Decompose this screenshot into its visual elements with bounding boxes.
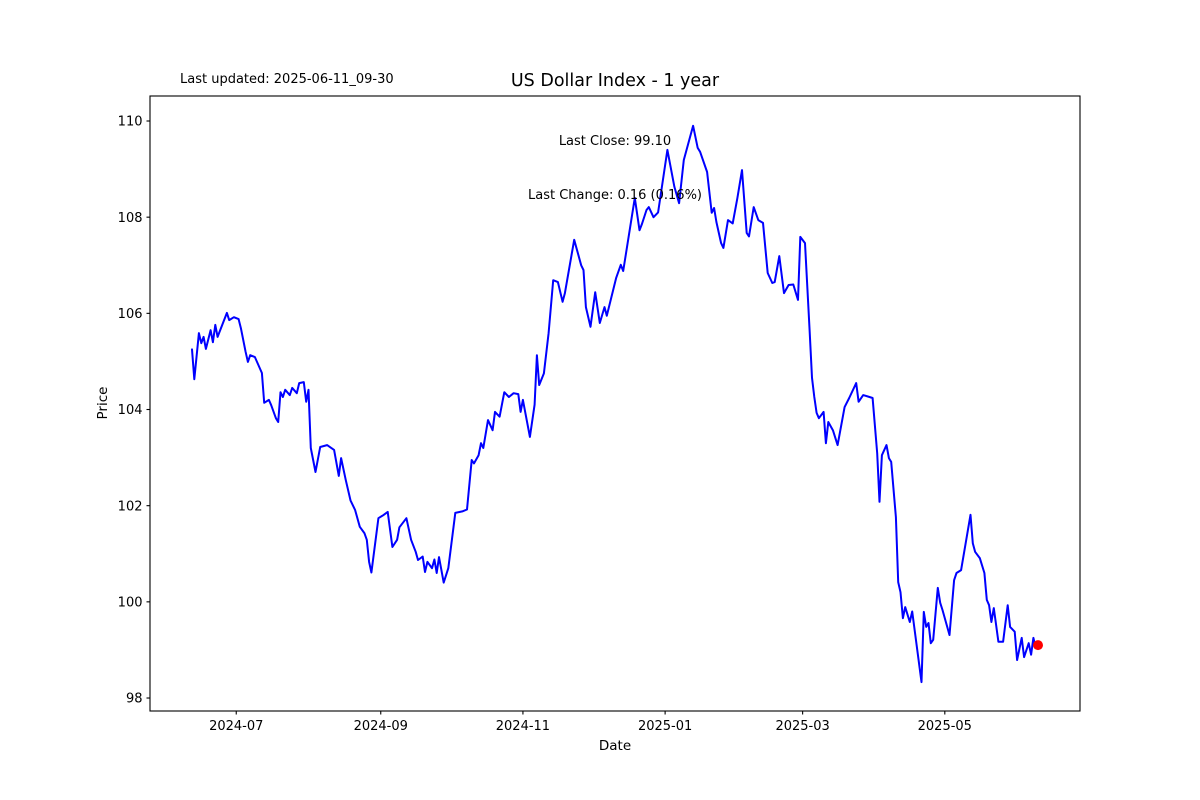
plot-border — [149, 95, 1081, 712]
y-tick-label: 106 — [118, 307, 143, 322]
x-tick-label: 2025-05 — [918, 719, 972, 734]
y-tick-label: 102 — [118, 499, 143, 514]
y-tick-label: 98 — [126, 692, 143, 707]
axis-ticks: 98 100 102 104 106 108 110 2024-07 2024-09 2024-1… — [118, 115, 972, 734]
x-tick-label: 2025-01 — [638, 719, 692, 734]
last-change-line: Last Change: 0.16 (0.16%) — [527, 188, 702, 203]
x-tick-label: 2025-03 — [775, 719, 829, 734]
price-line — [191, 124, 1039, 684]
last-close-annotation: Last Close: 99.10 Last Change: 0.16 (0.1… — [150, 97, 1080, 241]
y-tick-label: 100 — [118, 595, 143, 610]
price-line-layer — [191, 124, 1043, 684]
last-close-marker — [1033, 640, 1043, 651]
y-tick-label: 110 — [118, 115, 143, 130]
y-tick-label: 104 — [118, 403, 143, 418]
x-tick-label: 2024-11 — [496, 719, 550, 734]
y-axis-label: Price — [95, 386, 111, 420]
y-tick-label: 108 — [118, 211, 143, 226]
x-tick-label: 2024-09 — [354, 719, 408, 734]
last-close-line: Last Close: 99.10 — [558, 134, 672, 149]
last-updated-text: Last updated: 2025-06-11_09-30 — [180, 72, 394, 87]
x-axis-label: Date — [598, 738, 632, 754]
x-tick-label: 2024-07 — [209, 719, 263, 734]
chart-title: US Dollar Index - 1 year — [510, 71, 720, 91]
